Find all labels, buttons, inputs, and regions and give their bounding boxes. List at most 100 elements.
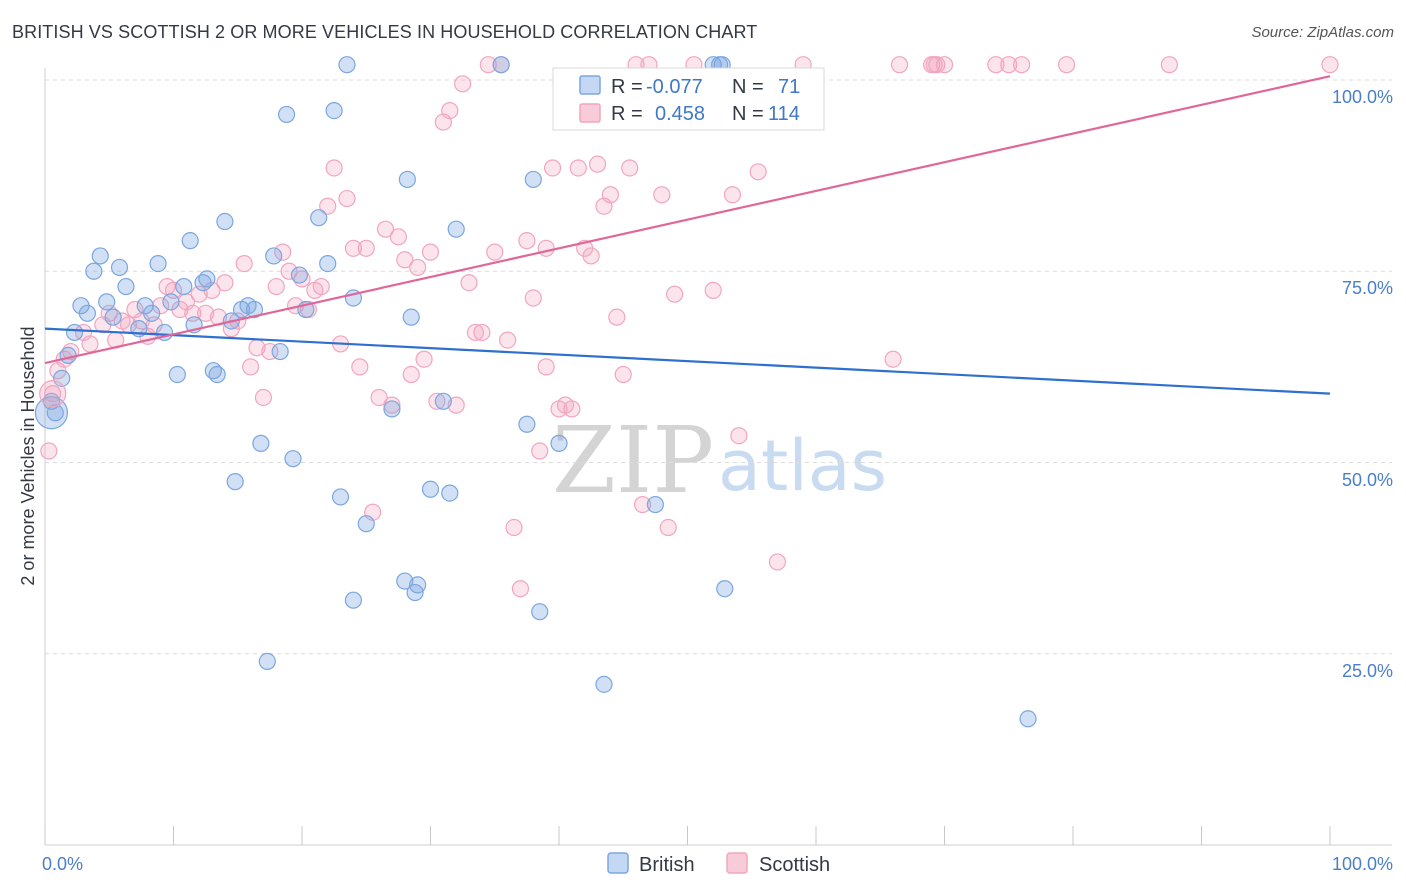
british-point-42	[319, 255, 337, 273]
scottish-point-71	[505, 518, 523, 537]
legend-scottish-swatch-bottom	[726, 852, 748, 874]
legend-british-r-label: R =	[611, 76, 643, 98]
british-point-58	[447, 220, 465, 238]
y-tick-label-25: 25.0%	[1342, 661, 1393, 681]
scottish-point-72	[511, 580, 530, 598]
british-point-43	[325, 101, 343, 120]
british-point-57	[441, 484, 459, 502]
british-point-7	[85, 262, 103, 280]
scottish-point-57	[415, 350, 433, 368]
scottish-point-53	[389, 228, 407, 246]
scottish-point-64	[460, 274, 478, 292]
scottish-point-91	[633, 495, 652, 514]
legend-british-swatch-bottom	[607, 852, 629, 874]
source-note: Source: ZipAtlas.com	[1251, 24, 1394, 41]
british-point-27	[216, 212, 234, 231]
legend-british-n-label: N =	[732, 76, 764, 98]
scottish-point-80	[563, 400, 581, 418]
y-tick-label-75: 75.0%	[1342, 278, 1393, 298]
british-point-59	[492, 56, 510, 74]
scottish-point-70	[499, 331, 517, 349]
legend-scottish-r-value: 0.458	[655, 103, 705, 125]
scottish-point-0	[40, 442, 58, 460]
scottish-point-107	[935, 56, 954, 74]
british-point-47	[344, 591, 362, 609]
british-point-6	[78, 304, 97, 322]
british-point-61	[524, 170, 542, 189]
british-point-36	[271, 342, 289, 361]
y-axis-title: 2 or more Vehicles in Household	[18, 326, 38, 585]
scottish-point-112	[1160, 56, 1178, 74]
scottish-point-86	[601, 186, 620, 204]
scottish-point-50	[370, 388, 388, 407]
scottish-point-115	[537, 358, 555, 376]
scottish-point-36	[280, 262, 298, 280]
scottish-point-67	[479, 56, 497, 74]
british-point-35	[265, 247, 283, 265]
series-legend: British Scottish	[607, 852, 830, 876]
scottish-point-77	[543, 159, 562, 177]
scottish-point-48	[357, 239, 375, 257]
scottish-point-6	[81, 335, 99, 353]
british-point-34	[258, 652, 276, 671]
scottish-trend-line	[44, 75, 1331, 365]
scottish-point-73	[518, 232, 536, 250]
british-point-16	[149, 255, 167, 273]
legend-british-swatch	[579, 75, 601, 95]
data-points	[34, 56, 1339, 728]
british-point-9	[98, 293, 116, 311]
british-point-56	[434, 392, 452, 410]
british-point-65	[646, 495, 664, 514]
scottish-point-89	[621, 159, 639, 177]
scottish-point-26	[216, 274, 234, 292]
scottish-point-84	[588, 155, 607, 173]
british-point-18	[162, 293, 180, 311]
british-point-63	[550, 434, 568, 452]
axes	[44, 68, 1392, 846]
scottish-point-95	[666, 285, 684, 303]
scottish-point-100	[749, 163, 767, 181]
scottish-point-42	[319, 197, 337, 215]
british-point-3	[59, 346, 77, 364]
x-tick-label-min: 0.0%	[42, 854, 83, 874]
british-point-62	[531, 603, 549, 621]
scottish-point-83	[582, 247, 600, 265]
british-point-60	[518, 415, 536, 433]
legend-scottish-r-label: R =	[611, 103, 643, 125]
british-point-44	[331, 488, 350, 506]
scottish-point-59	[428, 392, 446, 410]
british-point-38	[284, 450, 302, 468]
scottish-point-97	[704, 281, 722, 299]
scottish-point-114	[884, 350, 902, 368]
legend-scottish-n-value: 114	[768, 103, 800, 125]
legend-british-r-value: -0.077	[646, 76, 703, 98]
scottish-point-68	[486, 243, 504, 261]
british-point-39	[290, 266, 309, 284]
legend-scottish-n-label: N =	[732, 103, 764, 125]
scottish-point-99	[730, 427, 748, 445]
scottish-point-32	[254, 388, 273, 407]
british-point-11	[110, 258, 129, 277]
british-point-1	[46, 404, 64, 422]
british-point-49	[383, 400, 401, 418]
british-point-54	[409, 576, 427, 594]
scottish-point-66	[473, 323, 491, 342]
british-point-26	[208, 365, 226, 384]
scottish-point-75	[531, 442, 549, 460]
british-point-37	[277, 105, 296, 124]
scottish-point-56	[409, 258, 427, 277]
british-point-51	[398, 170, 416, 189]
scottish-point-63	[454, 75, 472, 93]
scottish-point-29	[235, 255, 253, 273]
legend-scottish-swatch	[579, 103, 601, 123]
scottish-point-101	[768, 553, 787, 571]
scottish-point-93	[653, 186, 671, 204]
scottish-point-76	[537, 239, 555, 257]
scottish-point-98	[723, 186, 742, 204]
scottish-point-30	[242, 358, 260, 376]
scottish-cluster-point	[39, 380, 67, 408]
british-point-69	[716, 580, 734, 598]
scottish-point-45	[338, 189, 356, 208]
british-point-55	[421, 480, 440, 498]
